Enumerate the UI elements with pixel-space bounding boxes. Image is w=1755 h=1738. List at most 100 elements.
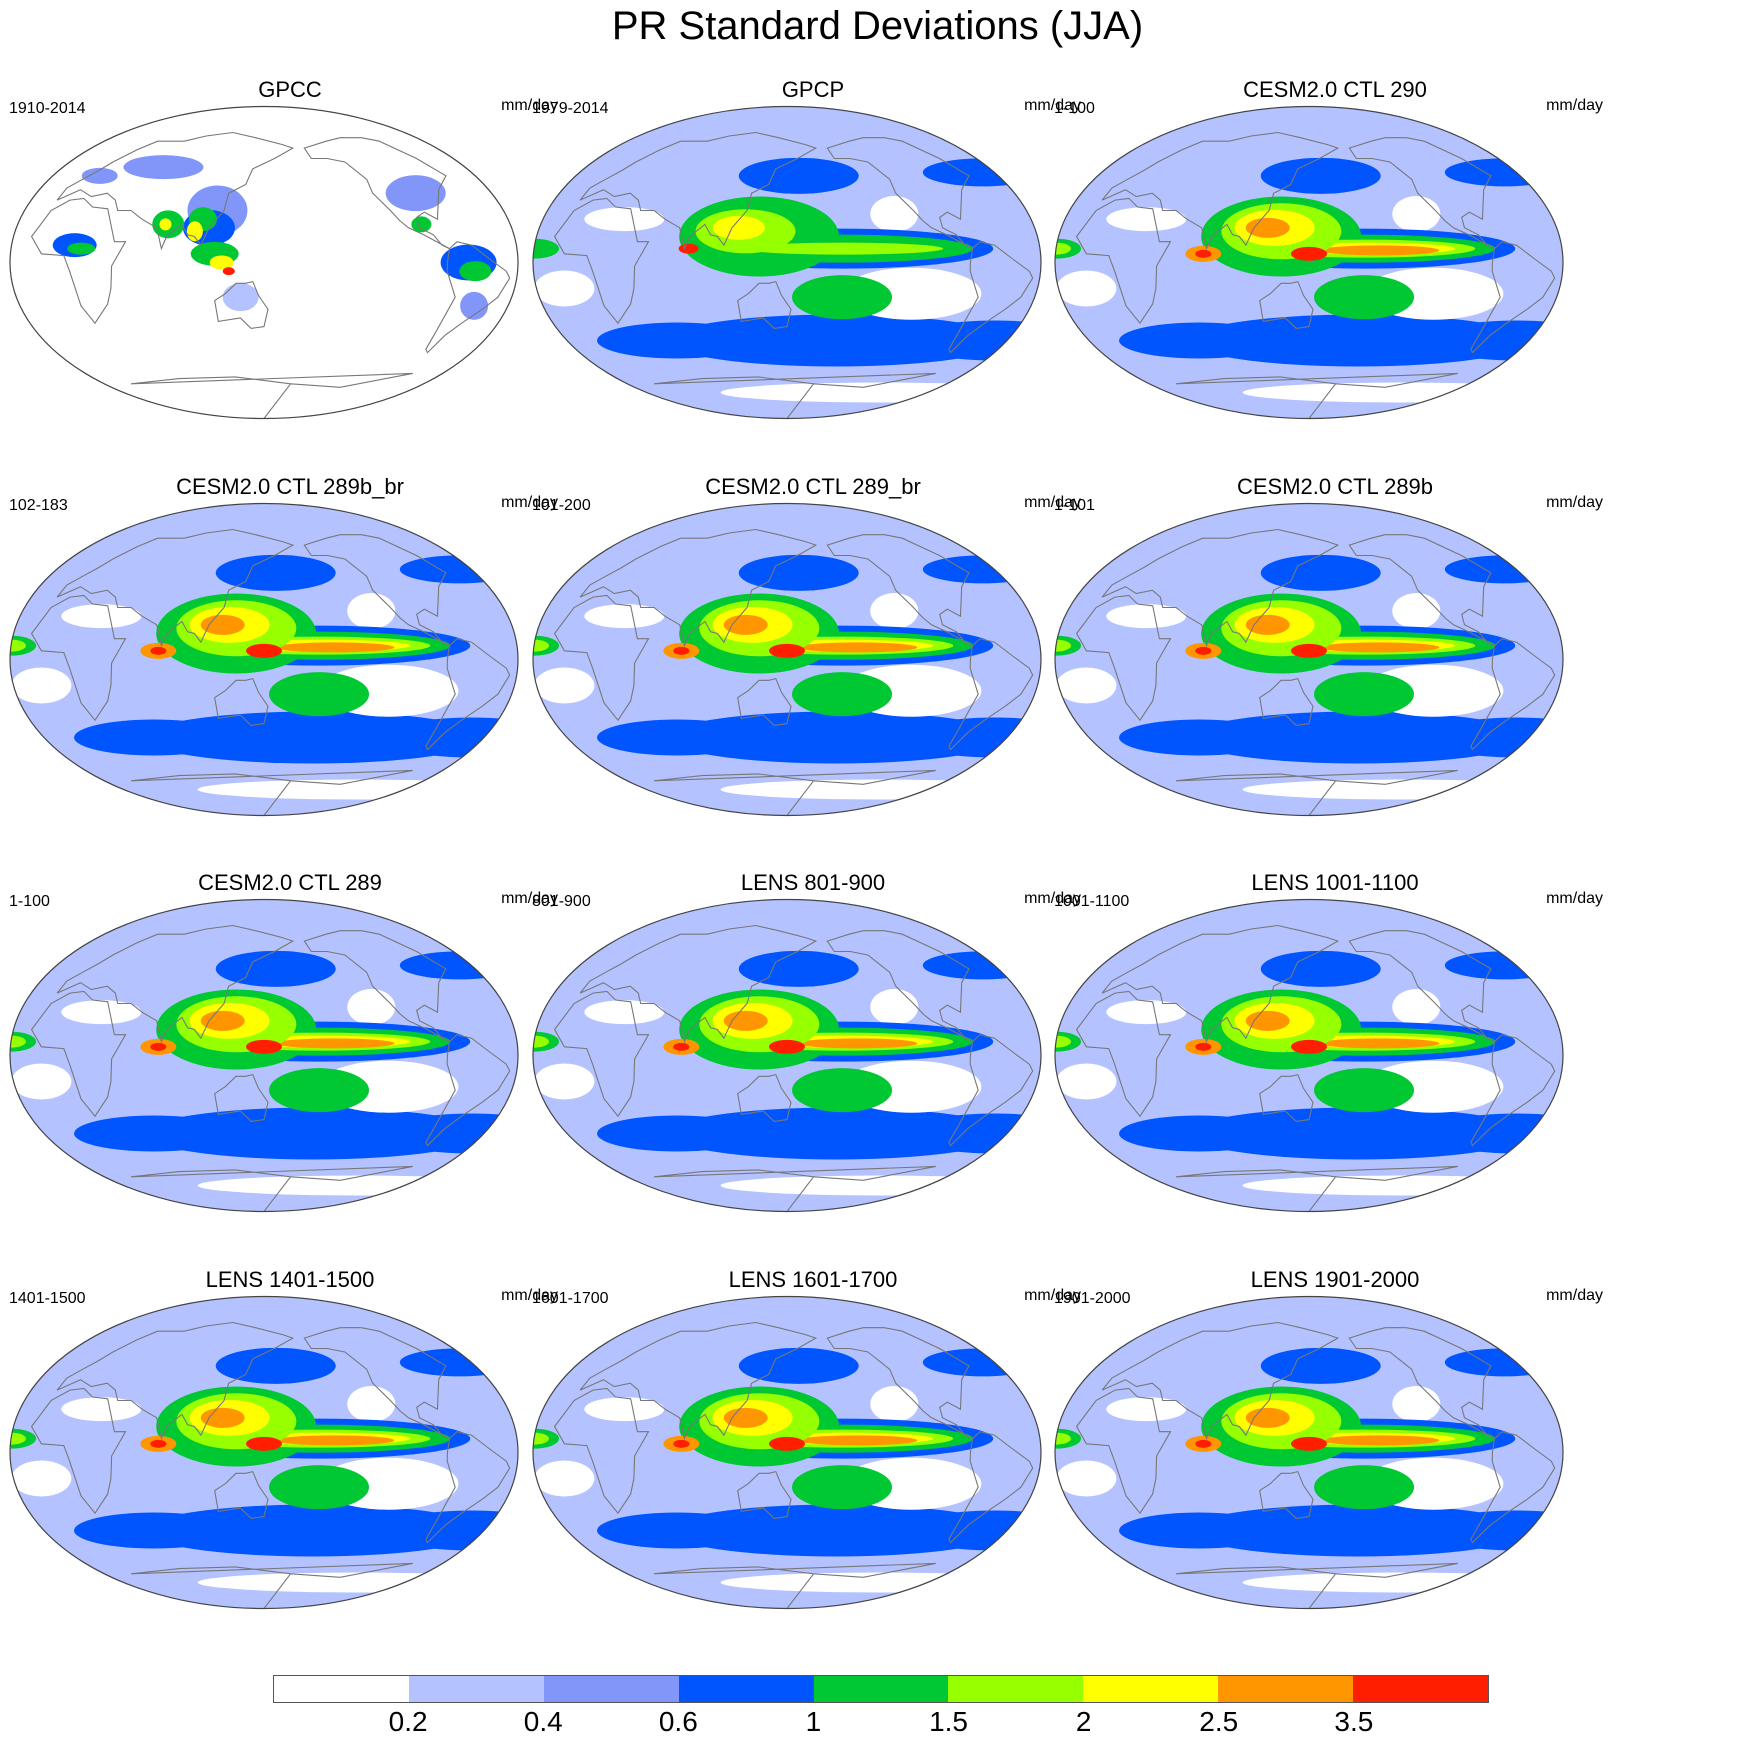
colorbar-tick-label: 0.6 <box>658 1706 698 1737</box>
coastline <box>653 769 936 816</box>
field-monsoon <box>150 646 167 655</box>
panel-units: mm/day <box>501 1287 558 1304</box>
field-band <box>665 1504 1006 1557</box>
field-dry <box>534 1063 595 1100</box>
field-band <box>142 1107 483 1160</box>
coastline <box>579 924 818 1044</box>
field-dry <box>1392 1385 1441 1422</box>
panel-title: GPCC <box>258 77 322 102</box>
coastline <box>1101 131 1340 251</box>
field-monsoon <box>678 243 699 254</box>
field-dry <box>720 1175 1041 1196</box>
field-band <box>738 950 859 987</box>
field-band <box>142 711 483 764</box>
coastline <box>1259 1073 1314 1122</box>
map-border <box>1054 898 1564 1213</box>
panel-title: LENS 1001-1100 <box>1251 870 1419 895</box>
colorbar-tick-label: 2 <box>1075 1706 1092 1737</box>
field-monsoon <box>246 1436 282 1451</box>
field-monsoon <box>723 1010 768 1031</box>
panel-period: 1-101 <box>1054 497 1095 514</box>
field-spcz <box>269 672 370 717</box>
field-blob <box>186 221 203 242</box>
coastline <box>1348 1327 1495 1440</box>
field-monsoon <box>200 1407 245 1428</box>
coastline <box>826 1327 973 1440</box>
coastline <box>303 930 450 1043</box>
map-panel: CESM2.0 CTL 289_br 101-200 mm/day <box>523 474 1103 859</box>
map-panel: LENS 1001-1100 1001-1100 mm/day <box>1045 870 1625 1255</box>
coastline <box>1075 1387 1172 1515</box>
field-dry <box>61 604 142 629</box>
coastline <box>948 1034 1034 1147</box>
colorbar-tick-label: 0.2 <box>388 1706 428 1737</box>
colorbar-labels: 0.2 0.4 0.6 1 1.5 2 2.5 3.5 <box>273 1706 1489 1738</box>
field-monsoon <box>200 1010 245 1031</box>
field-blob <box>460 291 489 320</box>
field-dry <box>870 988 919 1025</box>
field-itcz <box>797 642 918 653</box>
world-map <box>532 105 1042 420</box>
coastline <box>553 594 650 722</box>
coastline <box>1470 1431 1556 1544</box>
precip-field <box>533 106 1041 419</box>
panel-period: 1910-2014 <box>9 100 86 117</box>
field-itcz <box>797 1435 918 1446</box>
field-monsoon <box>1195 646 1212 655</box>
world-map <box>1054 105 1564 420</box>
field-dry <box>1056 1460 1117 1497</box>
field-blob <box>67 242 96 255</box>
coastline <box>130 1165 413 1212</box>
precip-field <box>1055 899 1563 1212</box>
field-band <box>738 157 859 194</box>
coastline <box>1101 1321 1340 1441</box>
field-dry <box>1056 270 1117 307</box>
field-spcz <box>792 1465 893 1510</box>
field-monsoon <box>1245 217 1290 238</box>
panel-title: CESM2.0 CTL 289b_br <box>176 474 404 499</box>
panel-period: 1979-2014 <box>532 100 609 117</box>
field-band <box>1187 1107 1528 1160</box>
field-dry <box>1392 988 1441 1025</box>
coastline <box>653 372 936 419</box>
field-itcz <box>274 642 395 653</box>
coastline <box>30 990 127 1118</box>
panel-units: mm/day <box>1024 494 1081 511</box>
panel-period: 1901-2000 <box>1054 1290 1131 1307</box>
field-dry <box>1106 207 1187 232</box>
precip-field <box>533 503 1041 816</box>
precip-field <box>1055 106 1563 419</box>
field-monsoon <box>150 1439 167 1448</box>
colorbar-tick-label: 2.5 <box>1199 1706 1239 1737</box>
field-band <box>597 322 758 359</box>
field-itcz <box>797 1038 918 1049</box>
field-monsoon <box>673 646 690 655</box>
field-dry <box>1056 667 1117 704</box>
field-monsoon <box>1291 246 1327 261</box>
panel-period: 1401-1500 <box>9 1290 86 1307</box>
field-dry <box>1106 1397 1187 1422</box>
field-blob <box>222 283 259 312</box>
map-border <box>1054 105 1564 420</box>
coastline <box>737 280 792 329</box>
map-panel: GPCP 1979-2014 mm/day <box>523 77 1103 462</box>
coastline <box>1101 528 1340 648</box>
map-ocean-nodata <box>10 106 518 419</box>
map-panel: CESM2.0 CTL 290 1-100 mm/day <box>1045 77 1625 462</box>
field-band <box>665 314 1006 367</box>
field-monsoon <box>769 1436 805 1451</box>
coastline <box>214 1073 269 1122</box>
coastline <box>826 137 973 250</box>
panel-period: 801-900 <box>532 893 591 910</box>
field-dry <box>584 207 665 232</box>
precip-field <box>10 899 518 1212</box>
field-band <box>597 719 758 756</box>
coastline <box>1470 1034 1556 1147</box>
field-itcz <box>743 242 944 255</box>
field-band <box>738 1347 859 1384</box>
field-itcz <box>1319 642 1440 653</box>
colorbar-tick-label: 0.4 <box>523 1706 563 1737</box>
coastline <box>130 769 413 816</box>
field-spcz <box>792 275 893 320</box>
field-blob <box>209 255 234 270</box>
